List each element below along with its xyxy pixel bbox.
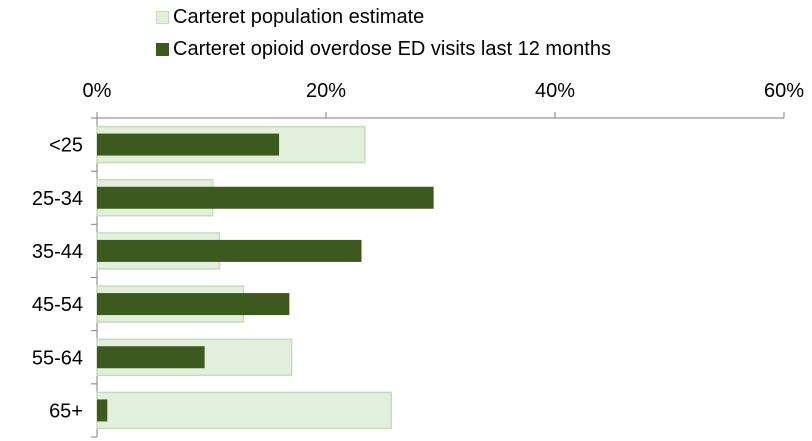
legend-swatch-ed-visits	[156, 43, 169, 56]
bar-ed-visits-0	[97, 133, 280, 156]
legend-label-ed-visits: Carteret opioid overdose ED visits last …	[173, 38, 611, 60]
y-axis: <25 25-34 35-44 45-54 55-64 65+	[32, 117, 98, 438]
y-tick-label: <25	[49, 135, 83, 157]
y-tick-label: 35-44	[32, 241, 83, 263]
legend-swatch-population	[156, 11, 169, 24]
y-tick-label: 45-54	[32, 294, 83, 316]
legend-item-population: Carteret population estimate	[156, 6, 424, 29]
y-tick-label: 25-34	[32, 188, 83, 210]
bar-ed-visits-3	[97, 293, 290, 316]
bar-ed-visits-1	[97, 186, 434, 209]
bar-ed-visits-4	[97, 346, 205, 369]
bar-ed-visits-5	[97, 399, 108, 422]
x-tick-label: 20%	[306, 80, 346, 102]
legend-label-population: Carteret population estimate	[173, 6, 425, 28]
bar-population-5	[96, 391, 393, 430]
bars	[96, 125, 434, 430]
x-axis: 0% 20% 40% 60%	[83, 80, 804, 119]
y-tick-label: 65+	[49, 400, 83, 422]
legend-item-ed-visits: Carteret opioid overdose ED visits last …	[156, 38, 611, 61]
x-tick-label: 40%	[535, 80, 575, 102]
x-tick-label: 60%	[764, 80, 804, 102]
bar-ed-visits-2	[97, 239, 362, 262]
y-tick-label: 55-64	[32, 347, 83, 369]
x-tick-label: 0%	[83, 80, 112, 102]
